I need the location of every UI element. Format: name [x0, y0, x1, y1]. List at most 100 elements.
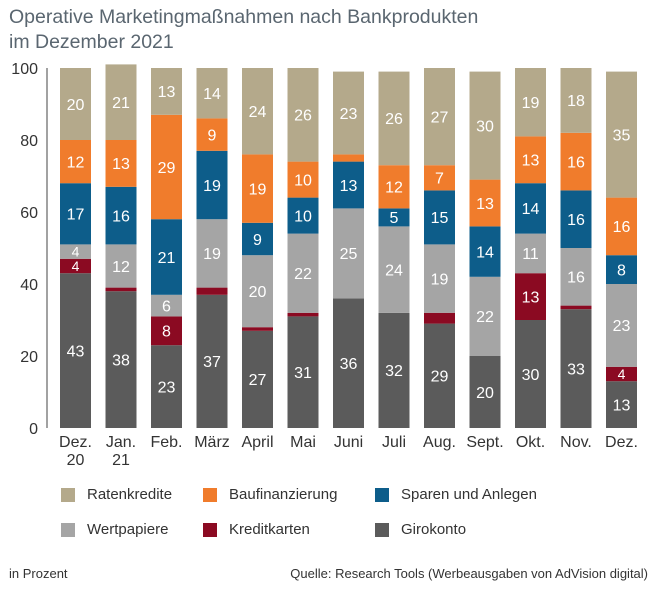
data-label: 13	[522, 153, 540, 170]
bar-segment-ratenkredite	[469, 71, 501, 180]
x-tick-label: 20	[67, 452, 85, 469]
data-label: 12	[67, 154, 85, 171]
bar-segment-wertpapiere	[105, 244, 137, 288]
data-label: 4	[72, 258, 80, 274]
bar-segment-wertpapiere	[196, 219, 228, 288]
bar-segment-sparen-und-anlegen	[60, 183, 91, 245]
data-label: 26	[294, 108, 312, 125]
x-tick-label: Okt.	[516, 434, 545, 451]
legend-swatch-girokonto	[375, 522, 389, 537]
data-label: 9	[253, 232, 262, 249]
bar-segment-kreditkarten	[287, 312, 319, 317]
data-label: 25	[340, 246, 358, 263]
bar-segment-baufinanzierung	[515, 136, 546, 184]
data-label: 31	[294, 365, 312, 382]
data-label: 29	[158, 160, 176, 177]
bar-segment-wertpapiere	[60, 244, 91, 259]
data-label: 30	[522, 367, 540, 384]
bar-segment-ratenkredite	[105, 64, 137, 140]
legend-label-baufinanzierung: Baufinanzierung	[229, 486, 338, 503]
legend-swatch-kreditkarten	[203, 522, 217, 537]
legend-swatch-wertpapiere	[61, 522, 75, 537]
bar-segment-baufinanzierung	[606, 197, 637, 256]
legend-label-kreditkarten: Kreditkarten	[229, 521, 310, 538]
data-label: 13	[158, 84, 176, 101]
bar-segment-baufinanzierung	[151, 114, 182, 220]
bar-segment-baufinanzierung	[196, 118, 228, 151]
bar-segment-ratenkredite	[606, 71, 637, 198]
bar-segment-sparen-und-anlegen	[333, 161, 364, 209]
bar-segment-kreditkarten	[606, 366, 637, 382]
bar-segment-ratenkredite	[242, 68, 273, 155]
bar-segment-girokonto	[151, 345, 182, 428]
data-label: 13	[476, 196, 494, 213]
bar-segment-sparen-und-anlegen	[151, 219, 182, 295]
bar-segment-sparen-und-anlegen	[287, 197, 319, 234]
data-label: 38	[112, 352, 130, 369]
bar-segment-baufinanzierung	[560, 132, 592, 191]
data-label: 10	[294, 208, 312, 225]
data-label: 16	[112, 208, 130, 225]
bar-segment-sparen-und-anlegen	[606, 255, 637, 284]
bar-segment-kreditkarten	[242, 327, 273, 331]
data-label: 10	[294, 172, 312, 189]
bar-segment-baufinanzierung	[378, 165, 410, 209]
legend-swatch-ratenkredite	[61, 487, 75, 502]
bar-segment-girokonto	[560, 309, 592, 428]
bar-segment-wertpapiere	[424, 244, 455, 313]
data-label: 13	[522, 289, 540, 306]
source-note: Quelle: Research Tools (Werbeausgaben vo…	[290, 566, 648, 581]
data-label: 33	[567, 361, 585, 378]
x-tick-label: Mai	[290, 434, 316, 451]
chart-title-line-1: Operative Marketingmaßnahmen nach Bankpr…	[9, 6, 479, 28]
data-label: 30	[476, 118, 494, 135]
bar-segment-sparen-und-anlegen	[469, 226, 501, 277]
data-label: 22	[294, 266, 312, 283]
bar-segment-sparen-und-anlegen	[515, 183, 546, 234]
bar-segment-sparen-und-anlegen	[560, 190, 592, 248]
x-tick-label: Juni	[334, 434, 363, 451]
bar-segment-girokonto	[105, 291, 137, 428]
data-label: 35	[613, 127, 631, 144]
x-tick-label: Dez.	[605, 434, 638, 451]
legend-item-wertpapiere: Wertpapiere	[61, 521, 168, 538]
data-label: 21	[112, 95, 130, 112]
bar-segment-sparen-und-anlegen	[105, 186, 137, 245]
data-label: 8	[162, 324, 171, 341]
data-label: 14	[476, 244, 494, 261]
data-label: 20	[249, 284, 267, 301]
data-label: 4	[72, 244, 80, 260]
data-label: 19	[249, 181, 267, 198]
bar-segment-girokonto	[196, 294, 228, 428]
bar-segment-girokonto	[287, 316, 319, 428]
bar-segment-wertpapiere	[560, 248, 592, 306]
bar-segment-wertpapiere	[151, 294, 182, 317]
bar-segment-ratenkredite	[151, 68, 182, 115]
bar-segment-ratenkredite	[560, 68, 592, 133]
bar-segment-wertpapiere	[287, 233, 319, 313]
data-label: 37	[203, 354, 221, 371]
bar-segment-baufinanzierung	[424, 165, 455, 191]
data-label: 23	[158, 379, 176, 396]
data-label: 12	[112, 259, 130, 276]
data-label: 9	[208, 127, 217, 144]
bar-segment-wertpapiere	[333, 208, 364, 299]
bar-segment-baufinanzierung	[242, 154, 273, 223]
stacked-bar-chart: 0204060801004344171220Dez.203812161321Ja…	[11, 61, 638, 469]
data-label: 19	[203, 246, 221, 263]
data-label: 17	[67, 207, 85, 224]
bar-segment-kreditkarten	[515, 273, 546, 320]
legend-swatch-sparen-und-anlegen	[375, 487, 389, 502]
legend-item-baufinanzierung: Baufinanzierung	[203, 486, 337, 503]
bar-segment-ratenkredite	[287, 68, 319, 162]
data-label: 23	[340, 106, 358, 123]
y-tick-label: 0	[29, 421, 38, 438]
chart-title-line-2: im Dezember 2021	[9, 31, 174, 53]
data-label: 15	[431, 210, 449, 227]
y-tick-label: 40	[20, 277, 38, 294]
bar-segment-kreditkarten	[560, 305, 592, 310]
data-label: 4	[618, 366, 626, 382]
data-label: 16	[567, 270, 585, 287]
legend-swatch-baufinanzierung	[203, 487, 217, 502]
bar-segment-girokonto	[333, 298, 364, 428]
